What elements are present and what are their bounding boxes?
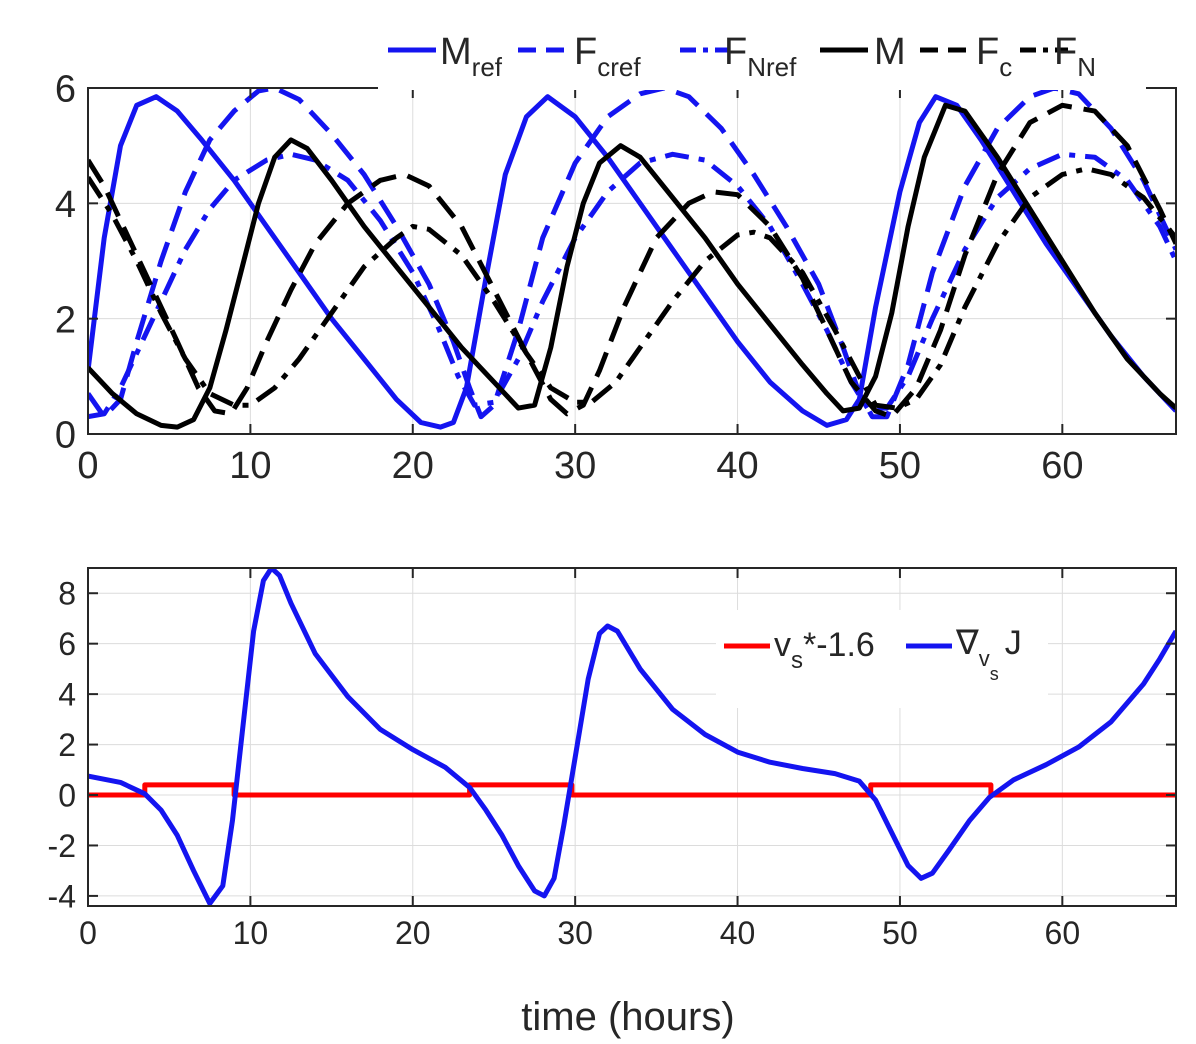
x-tick-label: 50 <box>882 915 918 951</box>
y-tick-label: 8 <box>58 576 76 612</box>
x-tick-label: 50 <box>879 445 921 487</box>
series-line-5 <box>88 166 1176 411</box>
x-tick-label: 60 <box>1045 915 1081 951</box>
y-tick-label: 0 <box>55 415 76 457</box>
legend-box <box>716 610 1048 708</box>
top-chart-panel: 0 10 20 30 40 50 60 0 2 4 6 Mref Fcref FNref M Fc FN <box>55 31 1177 487</box>
y-tick-label: -2 <box>48 828 76 864</box>
legend-label-1: ∇vsJ <box>955 624 1022 684</box>
y-tick-label: 2 <box>55 299 76 341</box>
legend-label-2: FNref <box>724 31 797 82</box>
legend-label-3: M <box>874 31 906 73</box>
x-tick-label: 30 <box>557 915 593 951</box>
legend-label-0: vs*-1.6 <box>774 626 875 674</box>
series-line-1 <box>88 568 1176 906</box>
series-line-2 <box>88 151 1176 420</box>
x-tick-label: 20 <box>392 445 434 487</box>
y-tick-label: 6 <box>55 69 76 111</box>
series-group <box>88 88 1176 430</box>
series-group <box>88 568 1176 906</box>
series-line-0 <box>88 782 1176 798</box>
x-tick-label: 0 <box>79 915 97 951</box>
series-line-1 <box>88 88 1176 420</box>
legend-label-1: Fcref <box>574 31 641 82</box>
plot-area <box>88 88 1176 434</box>
y-tick-label: 4 <box>55 184 76 226</box>
legend-label-0: Mref <box>440 31 503 82</box>
y-tick-label: 2 <box>58 727 76 763</box>
y-tick-label: -4 <box>48 878 76 914</box>
x-tick-label: 30 <box>554 445 596 487</box>
legend-top: Mref Fcref FNref M Fc FN <box>378 31 1146 90</box>
series-line-4 <box>88 102 1176 420</box>
legend-label-5: FN <box>1054 31 1096 82</box>
x-axis-label: time (hours) <box>521 995 734 1039</box>
y-tick-label: 4 <box>58 677 76 713</box>
x-tick-label: 10 <box>233 915 269 951</box>
legend-label-4: Fc <box>976 31 1012 82</box>
axes-box <box>87 567 1177 907</box>
series-line-3 <box>88 102 1176 430</box>
x-tick-label: 40 <box>720 915 756 951</box>
x-tick-label: 20 <box>395 915 431 951</box>
y-tick-label: 0 <box>58 778 76 814</box>
legend-bottom: vs*-1.6 ∇vsJ <box>716 610 1048 708</box>
x-tick-label: 40 <box>716 445 758 487</box>
y-tick-label: 6 <box>58 626 76 662</box>
x-tick-label: 10 <box>229 445 271 487</box>
x-tick-label: 0 <box>77 445 98 487</box>
legend-box <box>378 32 1146 90</box>
x-tick-label: 60 <box>1041 445 1083 487</box>
bottom-chart-panel: 0 10 20 30 40 50 60 -4 -2 0 2 4 6 8 vs*-1.6 ∇vsJ <box>48 567 1177 951</box>
